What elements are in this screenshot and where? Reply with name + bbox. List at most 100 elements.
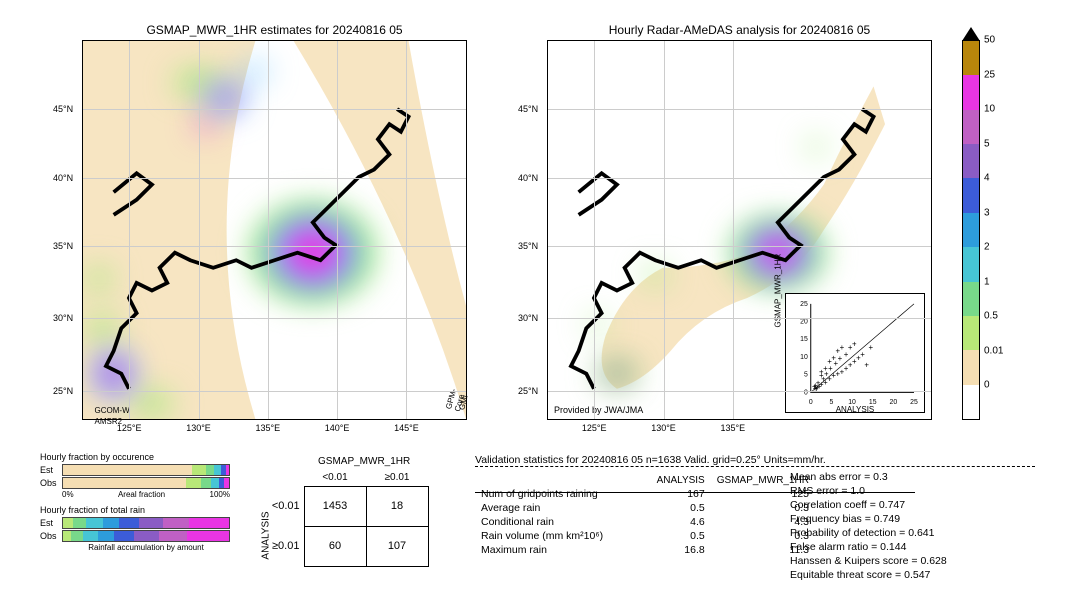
bar-segment — [159, 531, 187, 541]
scatter-svg: +++++++++++++++++++++++++++++++++++ 0055… — [786, 294, 924, 412]
ct-col-header: GSMAP_MWR_1HR — [318, 456, 410, 467]
colorbar-segment — [963, 316, 979, 350]
lon-tick: 125°E — [582, 423, 607, 433]
colorbar-label: 2 — [984, 242, 990, 253]
axis-0pct: 0% — [62, 490, 74, 499]
scatter-point: + — [838, 354, 843, 363]
lon-tick: 130°E — [186, 423, 211, 433]
stats-row: Rain volume (mm km²10⁶)0.50.3 — [475, 529, 815, 543]
stats-metrics: Mean abs error = 0.3RMS error = 1.0Corre… — [790, 470, 1050, 582]
stats-row: Average rain0.50.3 — [475, 501, 815, 515]
stats-row: Conditional rain4.64.3 — [475, 515, 815, 529]
scatter-point: + — [852, 339, 857, 348]
colorbar-label: 25 — [984, 69, 995, 80]
colorbar-label: 0 — [984, 380, 990, 391]
metric-row: Probability of detection = 0.641 — [790, 526, 1050, 540]
bar-segment — [206, 465, 214, 475]
bar-segment — [211, 478, 219, 488]
scatter-xlabel: ANALYSIS — [786, 405, 924, 414]
scatter-point: + — [864, 361, 869, 370]
bars-total-axis: Rainfall accumulation by amount — [40, 543, 230, 552]
ct-cell-00: 1453 — [304, 486, 366, 526]
colorbar-segment — [963, 350, 979, 384]
scatter-point: + — [819, 368, 824, 377]
bar-label: Est — [40, 518, 62, 528]
bar-segment — [163, 518, 190, 528]
lat-tick: 25°N — [518, 386, 538, 396]
precip-blob — [213, 90, 236, 105]
bars-occ-title: Hourly fraction by occurence — [40, 452, 230, 462]
lat-tick: 35°N — [53, 241, 73, 251]
axis-accum: Rainfall accumulation by amount — [88, 543, 204, 552]
precip-blob — [282, 226, 343, 279]
map-gsmap: GSMAP_MWR_1HR estimates for 20240816 05 … — [82, 40, 467, 420]
ct-row-1: ≥0.01 — [268, 526, 304, 566]
colorbar-label: 50 — [984, 35, 995, 46]
contingency-table: GSMAP_MWR_1HR ANALYSIS <0.01 ≥0.01 <0.01… — [268, 470, 429, 567]
stats-row: Num of gridpoints raining167125 — [475, 487, 815, 501]
bar-row: Est — [40, 517, 230, 529]
colorbar-label: 3 — [984, 207, 990, 218]
metric-row: Hanssen & Kuipers score = 0.628 — [790, 554, 1050, 568]
lon-tick: 145°E — [394, 423, 419, 433]
bars-total-title: Hourly fraction of total rain — [40, 505, 230, 515]
colorbar-segment — [963, 144, 979, 178]
figure-root: GSMAP_MWR_1HR estimates for 20240816 05 … — [10, 10, 1070, 602]
axis-100pct: 100% — [210, 490, 230, 499]
colorbar-over-arrow — [962, 27, 980, 41]
svg-text:5: 5 — [804, 372, 808, 379]
lat-tick: 40°N — [518, 173, 538, 183]
scatter-point: + — [869, 343, 874, 352]
metric-row: Mean abs error = 0.3 — [790, 470, 1050, 484]
precip-blob — [198, 117, 213, 132]
bar-segment — [201, 478, 211, 488]
bar-segment — [214, 465, 221, 475]
satellite-label: GMI — [458, 394, 471, 411]
colorbar-segment — [963, 178, 979, 212]
ct-cell-11: 107 — [366, 526, 428, 566]
colorbar: 502510543210.50.010 — [962, 40, 980, 420]
bar-segment — [63, 465, 192, 475]
scatter-inset: +++++++++++++++++++++++++++++++++++ 0055… — [785, 293, 925, 413]
precip-blob — [133, 393, 171, 416]
stats-row: Maximum rain16.811.3 — [475, 543, 815, 557]
bar-segment — [98, 531, 115, 541]
map-radar: Hourly Radar-AMeDAS analysis for 2024081… — [547, 40, 932, 420]
map-gsmap-svg — [83, 41, 466, 419]
satellite-label: GCOM-W — [95, 406, 130, 415]
scatter-point: + — [840, 343, 845, 352]
bar-label: Est — [40, 465, 62, 475]
precip-blob — [808, 139, 823, 154]
stats-h0: ANALYSIS — [641, 474, 711, 487]
map-gsmap-title: GSMAP_MWR_1HR estimates for 20240816 05 — [83, 23, 466, 37]
scatter-point: + — [860, 350, 865, 359]
svg-text:15: 15 — [800, 336, 808, 343]
satellite-label: AMSR2 — [95, 417, 123, 426]
lat-tick: 45°N — [53, 104, 73, 114]
colorbar-label: 1 — [984, 276, 990, 287]
lat-tick: 25°N — [53, 386, 73, 396]
colorbar-segment — [963, 282, 979, 316]
bar-segment — [63, 478, 186, 488]
colorbar-segment — [963, 385, 979, 419]
svg-text:20: 20 — [800, 319, 808, 326]
bar-segment — [63, 518, 73, 528]
colorbar-segment — [963, 213, 979, 247]
ct-row-header: ANALYSIS — [261, 511, 272, 559]
lon-tick: 135°E — [255, 423, 280, 433]
bars-occ-axis: 0% Areal fraction 100% — [40, 490, 230, 499]
bar-row: Obs — [40, 477, 230, 489]
bar-segment — [73, 518, 86, 528]
bar-segment — [226, 465, 229, 475]
lon-tick: 135°E — [720, 423, 745, 433]
lat-tick: 30°N — [518, 313, 538, 323]
lon-tick: 130°E — [651, 423, 676, 433]
bar-segment — [83, 531, 98, 541]
bar-segment — [134, 531, 159, 541]
lat-tick: 35°N — [518, 241, 538, 251]
bar-segment — [139, 518, 162, 528]
precip-blob — [605, 366, 628, 381]
svg-text:25: 25 — [800, 301, 808, 308]
metric-row: RMS error = 1.0 — [790, 484, 1050, 498]
colorbar-segment — [963, 41, 979, 75]
